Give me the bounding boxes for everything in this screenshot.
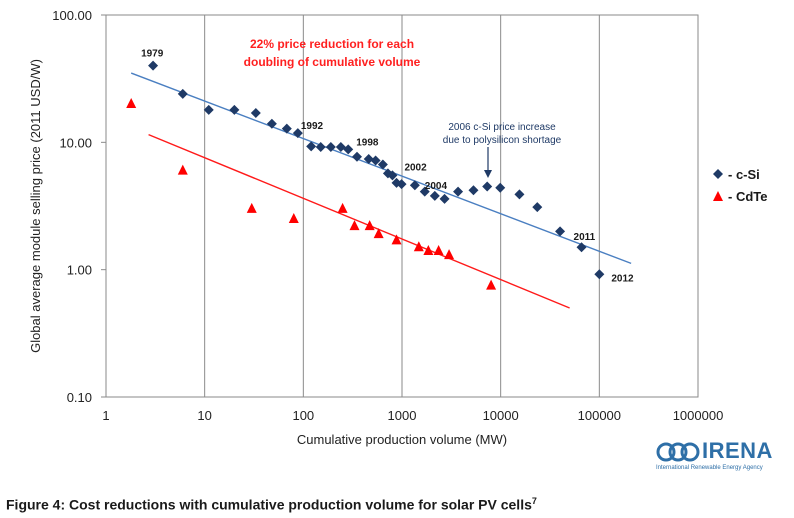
cdte-point — [433, 245, 444, 256]
c-si-point — [306, 141, 317, 152]
c-si-point — [576, 242, 587, 253]
c-si-point — [514, 189, 525, 200]
c-si-point — [409, 180, 420, 191]
c-si-point — [429, 190, 440, 201]
diamond-icon — [713, 169, 723, 179]
c-si-point — [439, 193, 450, 204]
annotation-line-2: doubling of cumulative volume — [244, 55, 421, 69]
c-si-point — [177, 88, 188, 99]
c-si-point — [387, 170, 398, 181]
logo-subtitle: International Renewable Energy Agency — [656, 465, 763, 471]
chart-svg: 1 10 100 1000 10000 100000 1000000 0.10 1.00 10.0… — [28, 8, 767, 447]
x-tick-label: 100000 — [578, 408, 621, 423]
annotation-arrow-head — [484, 170, 492, 178]
y-tick-label: 0.10 — [67, 390, 92, 405]
cdte-point — [373, 228, 384, 239]
c-si-point — [343, 144, 354, 155]
c-si-point — [292, 128, 303, 139]
annotation-line-2: due to polysilicon shortage — [443, 135, 562, 146]
legend-item-c-si: - c-Si — [713, 167, 760, 182]
legend-item-cdte: - CdTe — [713, 189, 767, 204]
polysilicon-annotation: 2006 c-Si price increase due to polysili… — [443, 122, 562, 178]
logo-rings-icon — [656, 442, 700, 462]
cdte-point — [444, 249, 455, 260]
caption-text: Figure 4: Cost reductions with cumulativ… — [6, 496, 532, 513]
x-tick-label: 1000 — [388, 408, 417, 423]
c-si-point — [352, 151, 363, 162]
x-axis-title: Cumulative production volume (MW) — [297, 432, 507, 447]
data-points — [126, 60, 605, 290]
price-reduction-annotation: 22% price reduction for each doubling of… — [244, 37, 421, 69]
annotation-line-1: 2006 c-Si price increase — [448, 122, 556, 133]
cdte-point — [288, 212, 299, 223]
c-si-point — [495, 182, 506, 193]
year-labels: 1979 1992 1998 2002 2004 2011 2012 — [141, 49, 634, 285]
c-si-point — [229, 104, 240, 115]
year-label: 1998 — [356, 137, 379, 148]
c-si-point — [482, 181, 493, 192]
cdte-point — [337, 202, 348, 213]
c-si-point — [594, 269, 605, 280]
c-si-point — [396, 179, 407, 190]
y-axis-title: Global average module selling price (201… — [28, 59, 43, 353]
c-si-point — [370, 155, 381, 166]
trendline — [148, 133, 570, 309]
x-tick-label: 1000000 — [673, 408, 724, 423]
year-label: 2012 — [611, 273, 634, 284]
cdte-point — [126, 98, 137, 109]
c-si-point — [419, 186, 430, 197]
cdte-point — [413, 241, 424, 252]
year-label: 1979 — [141, 49, 164, 60]
c-si-point — [266, 118, 277, 129]
c-si-point — [250, 107, 261, 118]
x-tick-label: 10000 — [483, 408, 519, 423]
c-si-point — [363, 153, 374, 164]
c-si-point — [281, 123, 292, 134]
x-tick-label: 1 — [102, 408, 109, 423]
cdte-point — [364, 220, 375, 231]
c-si-point — [315, 141, 326, 152]
cdte-point — [486, 279, 497, 290]
tick-labels: 1 10 100 1000 10000 100000 1000000 0.10 1.00 10.0… — [52, 8, 723, 423]
year-label: 2002 — [404, 162, 427, 173]
year-label: 2011 — [574, 232, 596, 243]
c-si-point — [203, 104, 214, 115]
legend-label-c-si: - c-Si — [728, 167, 760, 182]
c-si-point — [532, 202, 543, 213]
cdte-point — [177, 164, 188, 175]
figure-caption: Figure 4: Cost reductions with cumulativ… — [6, 496, 537, 513]
y-tick-label: 1.00 — [67, 263, 92, 278]
annotation-line-1: 22% price reduction for each — [250, 37, 414, 51]
c-si-point — [453, 186, 464, 197]
c-si-point — [468, 185, 479, 196]
grid-lines — [101, 14, 600, 398]
cdte-point — [246, 202, 257, 213]
triangle-icon — [713, 191, 723, 201]
cdte-point — [391, 234, 402, 245]
year-label: 1992 — [301, 121, 324, 132]
c-si-point — [325, 141, 336, 152]
legend: - c-Si - CdTe — [713, 167, 767, 204]
y-tick-label: 10.00 — [59, 135, 92, 150]
year-label: 2004 — [425, 181, 448, 192]
caption-footnote: 7 — [531, 496, 537, 506]
c-si-point — [148, 60, 159, 71]
y-tick-label: 100.00 — [52, 8, 92, 23]
x-tick-label: 100 — [292, 408, 314, 423]
trendlines — [130, 72, 632, 309]
cdte-point — [349, 220, 360, 231]
legend-label-cdte: - CdTe — [728, 189, 767, 204]
c-si-point — [555, 226, 566, 237]
logo-name: IRENA — [702, 438, 773, 463]
c-si-point — [377, 159, 388, 170]
trendline — [130, 72, 632, 265]
x-tick-label: 10 — [197, 408, 211, 423]
irena-logo: IRENA International Renewable Energy Age… — [656, 437, 786, 477]
cdte-point — [423, 245, 434, 256]
